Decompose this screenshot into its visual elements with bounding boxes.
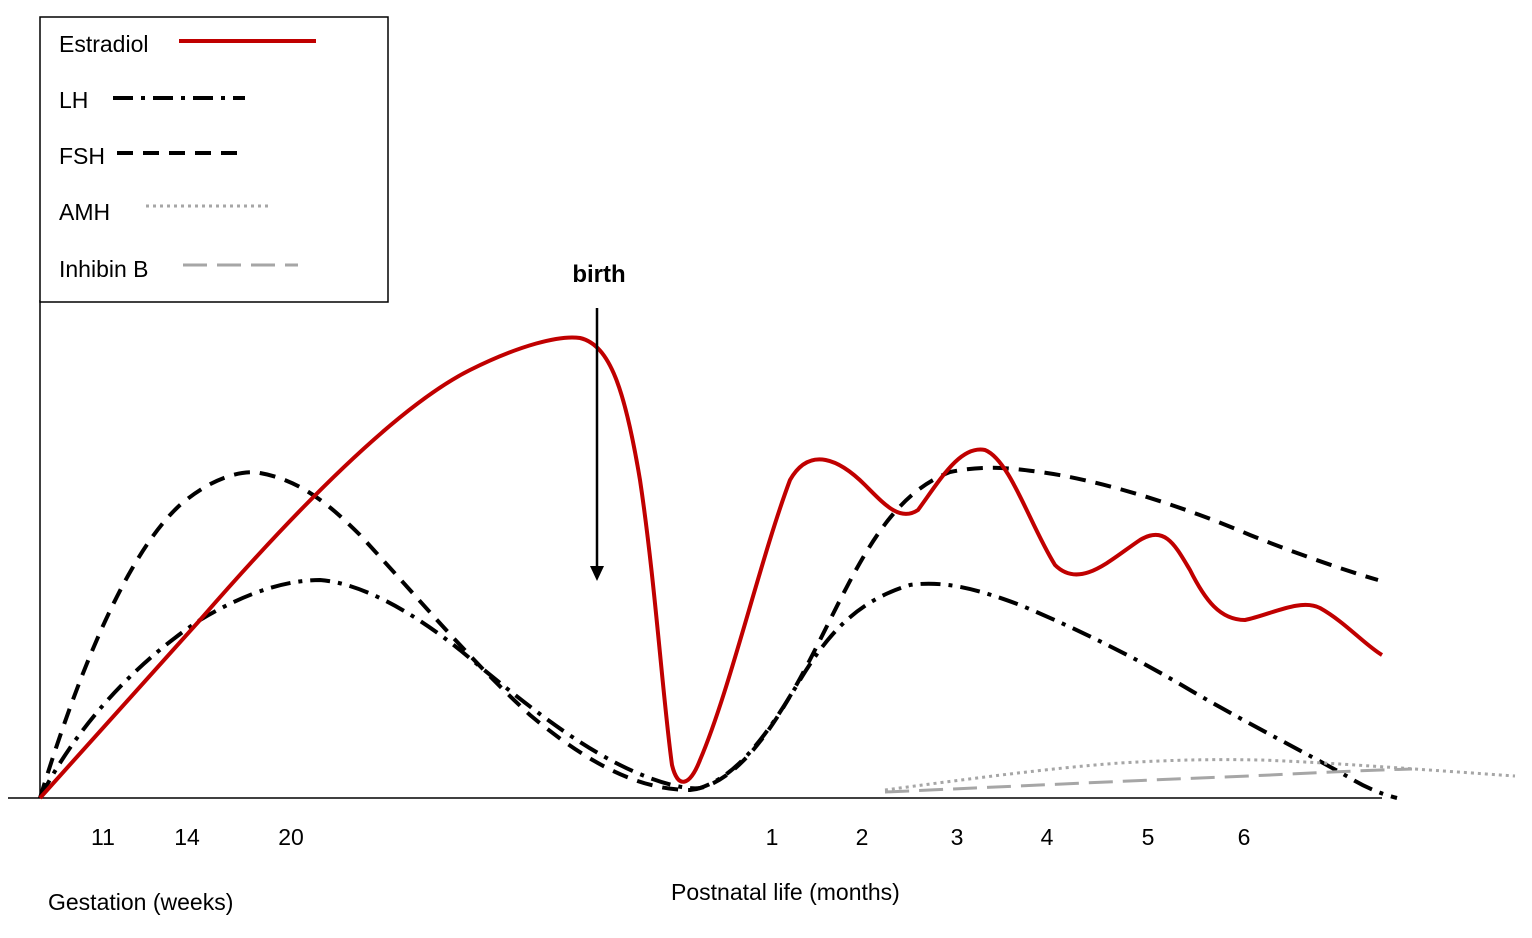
postnatal-tick-labels: 1 2 3 4 5 6 [766,824,1251,850]
gestation-tick-20: 20 [278,824,304,850]
postnatal-tick-3: 3 [951,824,964,850]
postnatal-tick-1: 1 [766,824,779,850]
amh-line [884,758,1516,792]
inhibin-b-line [884,767,1413,794]
gestation-tick-labels: 11 14 20 [91,824,304,850]
legend-label-estradiol: Estradiol [59,31,148,57]
fsh-line [38,465,1379,799]
gestation-tick-14: 14 [174,824,200,850]
postnatal-tick-4: 4 [1041,824,1054,850]
postnatal-tick-5: 5 [1142,824,1155,850]
legend-label-amh: AMH [59,199,110,225]
birth-arrowhead [590,566,604,581]
gestation-axis-title: Gestation (weeks) [48,889,233,915]
legend-label-inhibin-b: Inhibin B [59,256,149,282]
gestation-tick-11: 11 [91,824,115,850]
legend-label-fsh: FSH [59,143,105,169]
legend-label-lh: LH [59,87,88,113]
estradiol-line [38,335,1384,800]
legend: Estradiol LH FSH AMH Inhibin B [39,16,389,303]
birth-label: birth [572,261,625,288]
postnatal-tick-6: 6 [1238,824,1251,850]
postnatal-tick-2: 2 [856,824,869,850]
postnatal-axis-title: Postnatal life (months) [671,879,900,905]
legend-box [39,16,389,303]
lh-line [38,577,1398,800]
